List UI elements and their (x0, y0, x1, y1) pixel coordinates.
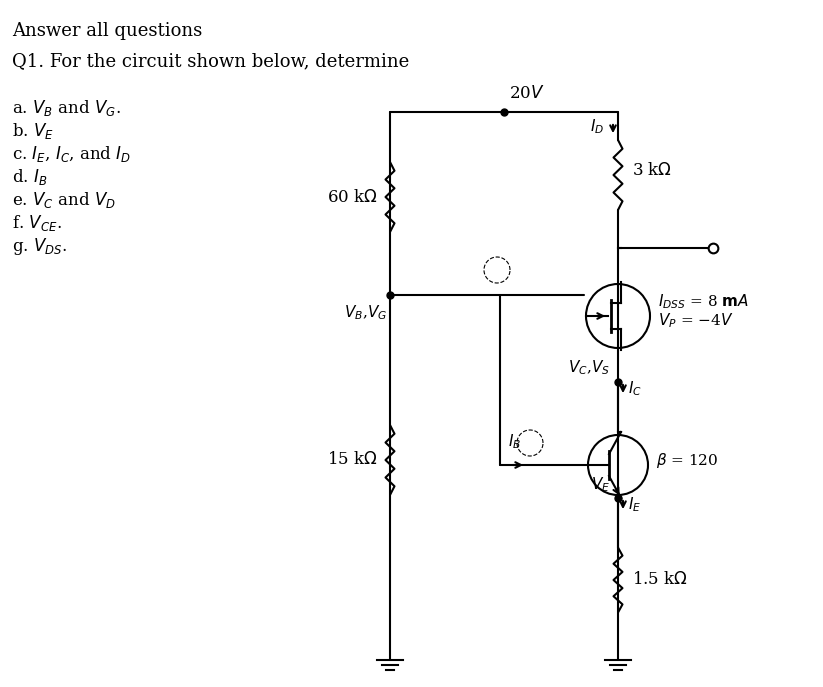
Text: a. $V_B$ and $V_G$.: a. $V_B$ and $V_G$. (12, 98, 121, 118)
Text: 3 k$\Omega$: 3 k$\Omega$ (632, 161, 672, 179)
Text: $V_P$ = $-$4$V$: $V_P$ = $-$4$V$ (658, 312, 733, 330)
Text: $V_B$,$V_G$: $V_B$,$V_G$ (344, 303, 387, 322)
Text: Answer all questions: Answer all questions (12, 22, 202, 40)
Text: $I_E$: $I_E$ (628, 495, 641, 515)
Text: $I_C$: $I_C$ (628, 380, 642, 398)
Text: f. $V_{CE}$.: f. $V_{CE}$. (12, 213, 62, 233)
Text: b. $V_E$: b. $V_E$ (12, 121, 54, 141)
Text: g. $V_{DS}$.: g. $V_{DS}$. (12, 236, 67, 257)
Text: 20$V$: 20$V$ (509, 85, 545, 102)
Text: $V_E$: $V_E$ (591, 475, 610, 494)
Text: Q1. For the circuit shown below, determine: Q1. For the circuit shown below, determi… (12, 52, 409, 70)
Text: $V_C$,$V_S$: $V_C$,$V_S$ (568, 359, 610, 377)
Text: $\beta$ = 120: $\beta$ = 120 (656, 451, 718, 469)
Text: 1.5 k$\Omega$: 1.5 k$\Omega$ (632, 572, 688, 589)
Text: $I_{DSS}$ = 8 $\mathbf{m}A$: $I_{DSS}$ = 8 $\mathbf{m}A$ (658, 293, 749, 311)
Text: 15 k$\Omega$: 15 k$\Omega$ (328, 451, 378, 469)
Text: $I_D$: $I_D$ (590, 117, 604, 136)
Text: c. $I_E$, $I_C$, and $I_D$: c. $I_E$, $I_C$, and $I_D$ (12, 144, 131, 164)
Text: 60 k$\Omega$: 60 k$\Omega$ (328, 188, 378, 205)
Text: $I_B$: $I_B$ (508, 432, 521, 451)
Text: e. $V_C$ and $V_D$: e. $V_C$ and $V_D$ (12, 190, 116, 210)
Text: d. $I_B$: d. $I_B$ (12, 167, 48, 187)
